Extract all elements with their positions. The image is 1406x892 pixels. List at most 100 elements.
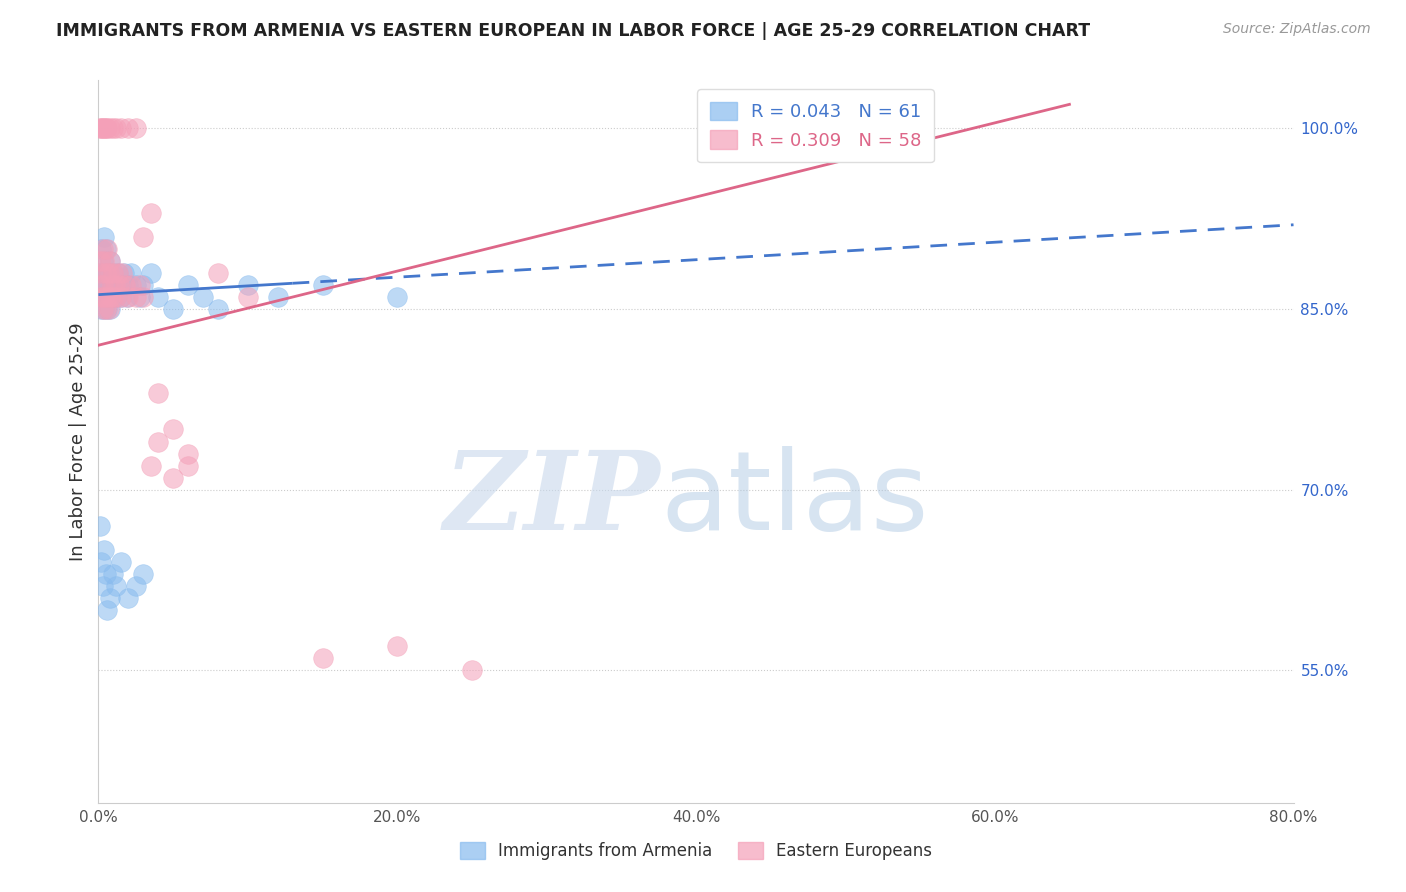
Point <box>105 290 128 304</box>
Point <box>98 290 122 304</box>
Point <box>125 290 148 304</box>
Point <box>105 579 128 593</box>
Point <box>177 458 200 473</box>
Point <box>91 242 114 256</box>
Point <box>177 278 200 293</box>
Point <box>162 471 184 485</box>
Point <box>93 230 115 244</box>
Point <box>89 278 111 293</box>
Point <box>112 266 135 280</box>
Point <box>97 266 120 280</box>
Point <box>132 290 155 304</box>
Point <box>385 290 409 304</box>
Point <box>89 254 111 268</box>
Point <box>120 266 142 280</box>
Point <box>103 567 125 582</box>
Point <box>311 651 333 665</box>
Point <box>96 121 118 136</box>
Point <box>107 266 129 280</box>
Point <box>461 664 484 678</box>
Point <box>96 242 118 256</box>
Point <box>139 205 162 219</box>
Point <box>103 290 125 304</box>
Point <box>96 290 118 304</box>
Point <box>191 290 214 304</box>
Point <box>90 301 112 317</box>
Point <box>148 290 170 304</box>
Point <box>104 278 127 293</box>
Point <box>236 278 259 293</box>
Point <box>115 290 138 304</box>
Point <box>93 290 115 304</box>
Point <box>90 242 112 256</box>
Point <box>101 278 124 293</box>
Point <box>98 254 122 268</box>
Point <box>94 567 117 582</box>
Point <box>91 121 114 136</box>
Point <box>94 242 117 256</box>
Point <box>96 603 118 617</box>
Point <box>114 278 136 293</box>
Point <box>148 386 170 401</box>
Point <box>91 254 114 268</box>
Point <box>97 301 120 317</box>
Point <box>91 278 114 293</box>
Point <box>108 278 131 293</box>
Point <box>103 290 125 304</box>
Point <box>96 278 118 293</box>
Point <box>110 290 132 304</box>
Point <box>89 121 111 136</box>
Text: ZIP: ZIP <box>443 446 661 553</box>
Point <box>97 290 120 304</box>
Point <box>132 278 155 293</box>
Point <box>90 278 112 293</box>
Text: atlas: atlas <box>661 446 928 553</box>
Point <box>111 266 134 280</box>
Point <box>98 254 122 268</box>
Point <box>90 555 112 569</box>
Point <box>98 121 122 136</box>
Point <box>91 290 114 304</box>
Point <box>132 230 155 244</box>
Point <box>139 266 162 280</box>
Point <box>129 290 152 304</box>
Point <box>108 278 131 293</box>
Point <box>107 266 129 280</box>
Point <box>93 278 115 293</box>
Point <box>114 278 136 293</box>
Point <box>110 555 132 569</box>
Point <box>103 266 125 280</box>
Point <box>117 591 139 606</box>
Point <box>125 121 148 136</box>
Y-axis label: In Labor Force | Age 25-29: In Labor Force | Age 25-29 <box>69 322 87 561</box>
Point <box>103 121 125 136</box>
Point <box>101 278 124 293</box>
Legend: Immigrants from Armenia, Eastern Europeans: Immigrants from Armenia, Eastern Europea… <box>453 835 939 867</box>
Point <box>120 278 142 293</box>
Point <box>89 519 111 533</box>
Point <box>111 278 134 293</box>
Point <box>90 266 112 280</box>
Point <box>105 121 128 136</box>
Point <box>139 458 162 473</box>
Point <box>93 301 115 317</box>
Point <box>162 301 184 317</box>
Text: Source: ZipAtlas.com: Source: ZipAtlas.com <box>1223 22 1371 37</box>
Point <box>89 266 111 280</box>
Point <box>117 278 139 293</box>
Point <box>91 579 114 593</box>
Point <box>132 567 155 582</box>
Point <box>110 290 132 304</box>
Point <box>125 579 148 593</box>
Point <box>93 542 115 557</box>
Point <box>117 290 139 304</box>
Point <box>148 434 170 449</box>
Point <box>267 290 290 304</box>
Point <box>90 290 112 304</box>
Point <box>98 591 122 606</box>
Point <box>103 266 125 280</box>
Point <box>91 266 114 280</box>
Point <box>90 121 112 136</box>
Point <box>98 301 122 317</box>
Point <box>162 423 184 437</box>
